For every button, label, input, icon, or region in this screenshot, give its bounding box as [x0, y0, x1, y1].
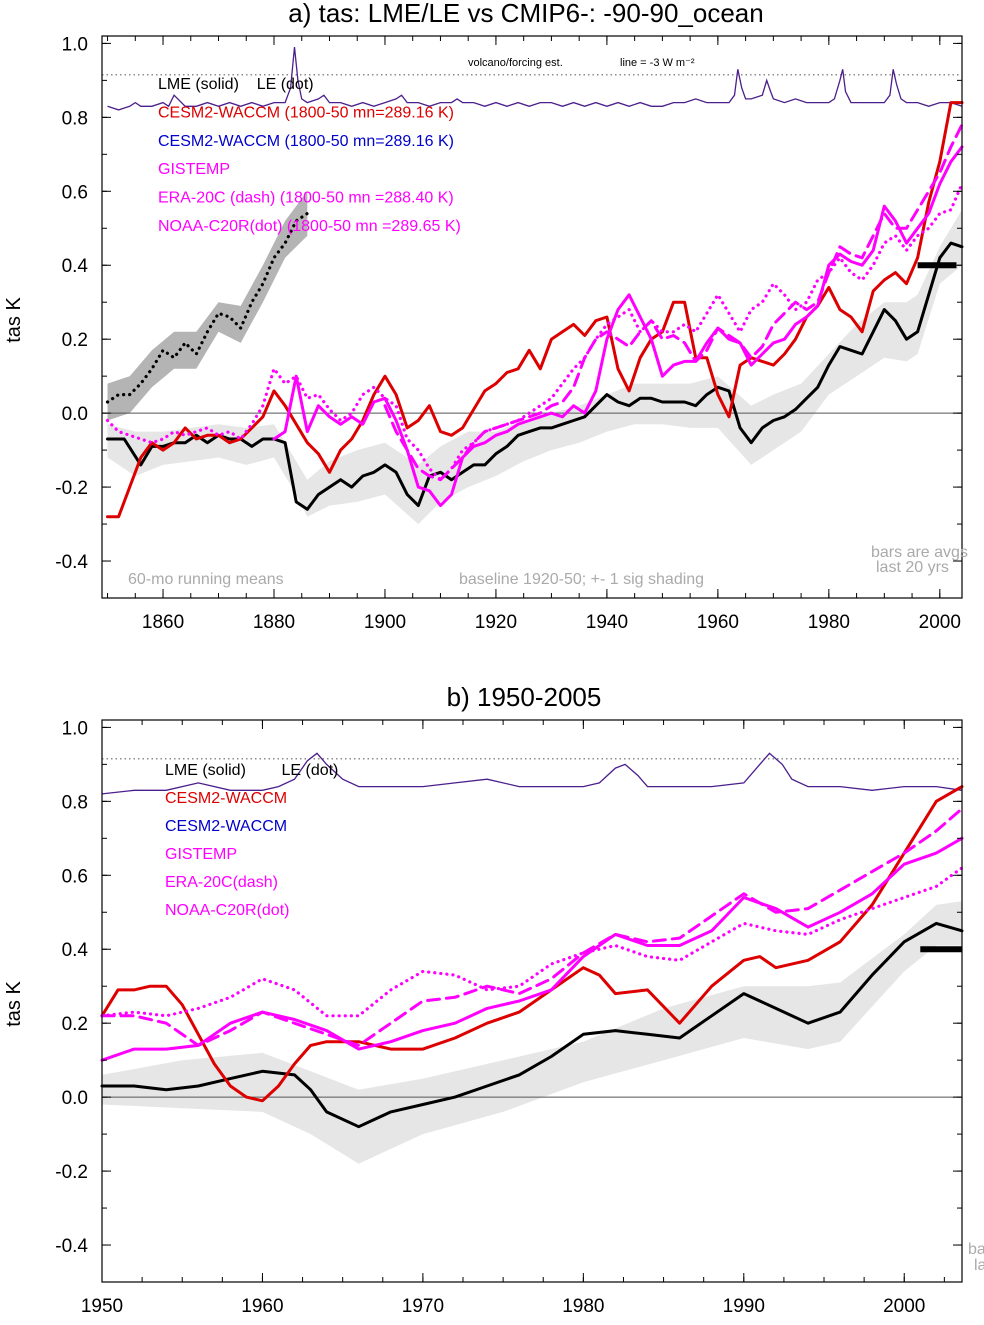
legend-entry: GISTEMP	[158, 161, 230, 178]
y-tick-label: -0.4	[55, 552, 88, 573]
panel-a-bars-note-2: last 20 yrs	[876, 559, 949, 576]
x-tick-label: 1900	[364, 612, 406, 633]
panel-a-axes: 1.0 0.8 0.6 0.4 0.2 0.0 -0.2 -0.4 1860 1880 1900 19…	[55, 34, 963, 633]
x-tick-label: 1950	[81, 1296, 123, 1317]
lme-spread-band	[102, 901, 962, 1164]
panel-b-axes: 1.0 0.8 0.6 0.4 0.2 0.0 -0.2 -0.4 1950 1960 1970 19…	[55, 718, 963, 1317]
legend-entry: ERA-20C(dash)	[165, 874, 278, 891]
panel-b-legend: LME (solid) LE (dot) CESM2-WACCM CESM2-WAC…	[165, 762, 338, 919]
le-spread-band	[107, 191, 308, 421]
panel-a-bars-note-1: bars are avgs	[871, 544, 968, 561]
legend-entry: ERA-20C (dash) (1800-50 mn =288.40 K)	[158, 190, 454, 207]
x-tick-label: 2000	[883, 1296, 925, 1317]
panel-a-running-note: 60-mo running means	[128, 571, 284, 588]
x-tick-label: 1990	[723, 1296, 765, 1317]
panel-b-reference-lines	[102, 758, 962, 1098]
panel-a-legend: LME (solid) LE (dot) CESM2-WACCM (1800-50…	[158, 76, 461, 235]
panel-a-series	[105, 47, 964, 519]
x-tick-label: 1880	[253, 612, 295, 633]
y-tick-label: -0.2	[55, 1162, 88, 1183]
legend-entry: CESM2-WACCM (1800-50 mn=289.16 K)	[158, 104, 454, 121]
volcano-forcing-line	[101, 752, 963, 795]
legend-entry: CESM2-WACCM	[165, 818, 287, 835]
x-tick-label: 1980	[808, 612, 850, 633]
series-era-20c-dash	[100, 807, 964, 1047]
panel-a-baseline-note: baseline 1920-50; +- 1 sig shading	[459, 571, 704, 588]
y-tick-label: -0.2	[55, 478, 88, 499]
x-tick-label: 1940	[586, 612, 628, 633]
y-tick-label: 1.0	[62, 34, 88, 55]
panel-b-series	[100, 752, 964, 1129]
x-tick-label: 1960	[241, 1296, 283, 1317]
panel-a-volcano-label: volcano/forcing est.	[468, 57, 563, 69]
plot-frame	[101, 35, 963, 599]
y-tick-label: 0.4	[62, 940, 89, 961]
panel-b-shading	[102, 901, 962, 1164]
x-tick-label: 1860	[142, 612, 184, 633]
y-tick-label: 0.0	[62, 1088, 88, 1109]
legend-entry: CESM2-WACCM	[165, 790, 287, 807]
series-gistemp-solid	[100, 836, 964, 1062]
panel-b: b) 1950-2005 tas K 1.0 0.8 0.6 0.4 0.2 0.0 -0.…	[3, 682, 984, 1317]
series-le-dot	[105, 211, 309, 404]
y-tick-label: -0.4	[55, 1236, 88, 1257]
x-tick-label: 2000	[919, 612, 961, 633]
series-cesm2-waccm-solid	[100, 785, 964, 1103]
panel-b-title: b) 1950-2005	[447, 682, 602, 712]
legend-entry: LME (solid) LE (dot)	[158, 76, 314, 93]
y-tick-label: 0.6	[62, 182, 88, 203]
panel-a: a) tas: LME/LE vs CMIP6-: -90-90_ocean t…	[3, 0, 968, 633]
panel-a-reference-lines	[102, 74, 962, 414]
series-noaa-c20r-dot	[105, 182, 964, 482]
legend-entry: NOAA-C20R(dot)	[165, 902, 289, 919]
panel-a-title: a) tas: LME/LE vs CMIP6-: -90-90_ocean	[288, 0, 763, 28]
plot-frame	[101, 719, 963, 1283]
panel-b-bars-note-1: ba	[968, 1241, 984, 1258]
legend-entry: GISTEMP	[165, 846, 237, 863]
panel-a-shading	[107, 191, 962, 525]
lme-spread-band	[107, 209, 962, 525]
x-tick-label: 1960	[697, 612, 739, 633]
y-tick-label: 1.0	[62, 718, 88, 739]
legend-entry: CESM2-WACCM (1800-50 mn=289.16 K)	[158, 133, 454, 150]
y-tick-label: 0.8	[62, 792, 88, 813]
series-lme-solid	[100, 921, 964, 1129]
legend-entry: NOAA-C20R(dot) (1800-50 mn =289.65 K)	[158, 218, 461, 235]
panel-b-bars-note-2: la	[974, 1257, 984, 1274]
series-gistemp-solid	[272, 145, 964, 508]
panel-a-ylabel: tas K	[3, 297, 25, 343]
x-tick-label: 1920	[475, 612, 517, 633]
x-tick-label: 1970	[402, 1296, 444, 1317]
y-tick-label: 0.0	[62, 404, 88, 425]
x-tick-label: 1980	[562, 1296, 604, 1317]
legend-entry: LME (solid) LE (dot)	[165, 762, 338, 779]
y-tick-label: 0.4	[62, 256, 89, 277]
y-tick-label: 0.6	[62, 866, 88, 887]
volcano-forcing-line	[107, 47, 963, 111]
y-tick-label: 0.2	[62, 330, 88, 351]
y-tick-label: 0.2	[62, 1014, 88, 1035]
panel-b-ylabel: tas K	[3, 981, 25, 1027]
series-lme-solid	[106, 241, 964, 511]
panel-a-line-label: line = -3 W m⁻²	[620, 57, 695, 69]
y-tick-label: 0.8	[62, 108, 88, 129]
